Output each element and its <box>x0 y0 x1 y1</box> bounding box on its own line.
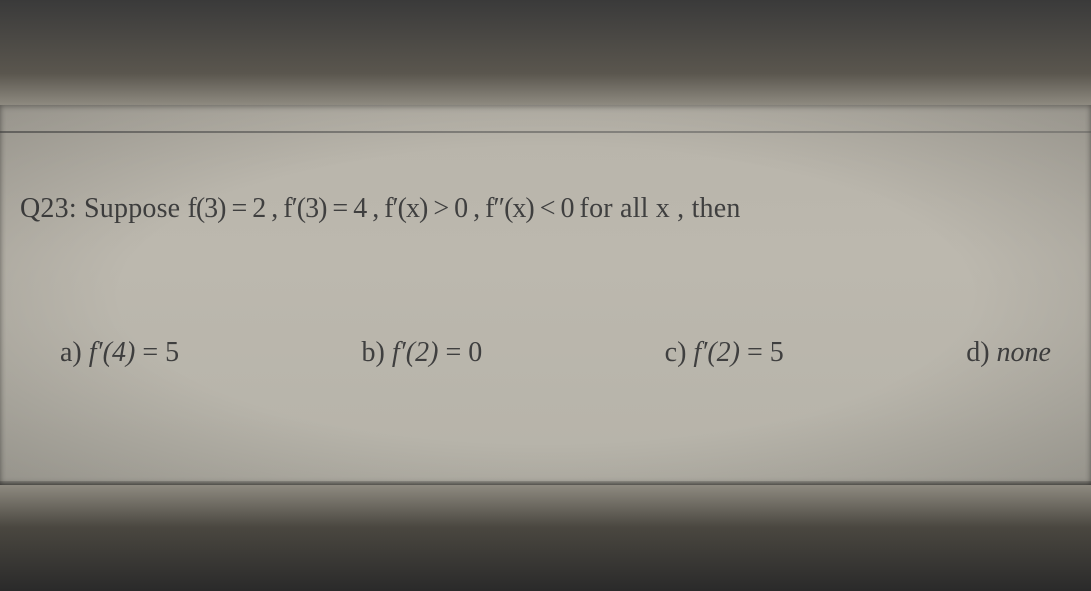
option-b-rhs: 0 <box>468 337 482 368</box>
option-c-lhs: f′(2) <box>693 337 740 368</box>
cond4-lhs: f″(x) <box>485 193 534 224</box>
eq-sign: = <box>740 337 770 368</box>
cond1-lhs: f(3) <box>188 193 226 224</box>
question-text: Q23: Suppose f(3) = 2 , f′(3) = 4 , f′(x… <box>20 193 1071 225</box>
page-surface: Q23: Suppose f(3) = 2 , f′(3) = 4 , f′(x… <box>0 105 1091 485</box>
option-b-label: b) <box>362 337 385 368</box>
option-c: c) f′(2) = 5 <box>665 337 784 369</box>
dark-bottom-band <box>0 485 1091 591</box>
ruled-line <box>0 131 1091 133</box>
question-tail: for all x , then <box>580 193 741 224</box>
option-d-text: none <box>997 337 1051 368</box>
lt-sign: < <box>534 193 561 224</box>
vignette-overlay <box>0 105 1091 485</box>
option-c-rhs: 5 <box>770 337 784 368</box>
option-c-label: c) <box>665 337 687 368</box>
gt-sign: > <box>427 193 454 224</box>
cond2-lhs: f′(3) <box>283 193 326 224</box>
option-a-lhs: f′(4) <box>89 337 136 368</box>
option-d-label: d) <box>966 337 989 368</box>
option-d: d) none <box>966 337 1051 369</box>
dark-top-band <box>0 0 1091 105</box>
separator: , <box>467 193 485 224</box>
eq-sign: = <box>326 193 353 224</box>
cond2-rhs: 4 <box>353 193 366 224</box>
separator: , <box>366 193 384 224</box>
option-a-label: a) <box>60 337 82 368</box>
option-a: a) f′(4) = 5 <box>60 337 179 369</box>
eq-sign: = <box>226 193 253 224</box>
option-b: b) f′(2) = 0 <box>362 337 483 369</box>
option-a-rhs: 5 <box>165 337 179 368</box>
options-row: a) f′(4) = 5 b) f′(2) = 0 c) f′(2) = 5 d… <box>60 337 1051 369</box>
question-lead: Suppose <box>84 193 180 224</box>
eq-sign: = <box>438 337 468 368</box>
option-b-lhs: f′(2) <box>392 337 439 368</box>
cond3-lhs: f′(x) <box>384 193 427 224</box>
cond3-rhs: 0 <box>454 193 467 224</box>
cond1-rhs: 2 <box>252 193 265 224</box>
eq-sign: = <box>135 337 165 368</box>
question-number: Q23: <box>20 193 77 224</box>
separator: , <box>265 193 283 224</box>
cond4-rhs: 0 <box>561 193 574 224</box>
